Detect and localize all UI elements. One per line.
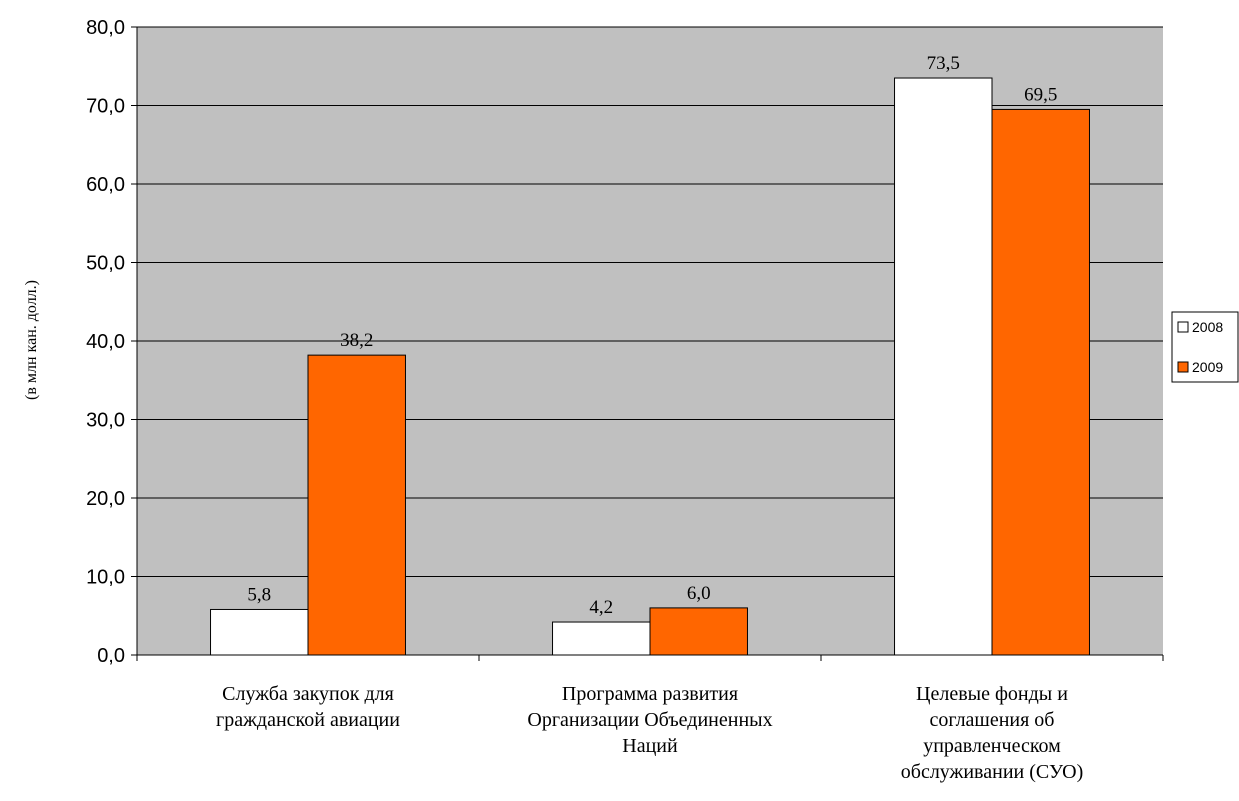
data-labels: 5,8 4,2 73,5 38,2 6,0 69,5 (247, 53, 1057, 618)
legend: 2008 2009 (1171, 311, 1239, 383)
legend-swatch-2008 (1177, 321, 1189, 333)
data-label: 38,2 (340, 330, 373, 351)
bar-2008 (552, 621, 651, 656)
bar-2009 (991, 108, 1090, 656)
y-tick-label: 30,0 (86, 410, 125, 432)
bars (210, 77, 1090, 656)
y-tick-label: 70,0 (86, 96, 125, 118)
data-label: 4,2 (589, 597, 613, 618)
y-tick-label: 40,0 (86, 331, 125, 353)
bar-2009 (649, 607, 748, 656)
data-label: 69,5 (1024, 84, 1057, 105)
y-tick-label: 80,0 (86, 17, 125, 39)
bar-2008 (894, 77, 993, 656)
y-tick-label: 60,0 (86, 174, 125, 196)
y-axis-ticks: 0,0 10,0 20,0 30,0 40,0 50,0 60,0 70,0 80,0 (86, 17, 137, 667)
category-label: управленческом (923, 735, 1061, 757)
legend-swatch-2009 (1177, 361, 1189, 373)
data-label: 6,0 (687, 583, 711, 604)
category-label: обслуживании (СУО) (901, 761, 1083, 783)
category-label: Служба закупок для (222, 683, 394, 705)
legend-label: 2009 (1192, 359, 1223, 375)
bar-2008 (210, 608, 309, 656)
y-tick-label: 50,0 (86, 253, 125, 275)
category-label: соглашения об (930, 709, 1055, 731)
category-label: гражданской авиации (216, 709, 400, 731)
y-tick-label: 20,0 (86, 488, 125, 510)
y-axis-title: (в млн кан. долл.) (23, 280, 40, 400)
category-label: Целевые фонды и (916, 683, 1068, 705)
data-label: 73,5 (927, 53, 960, 74)
x-axis-ticks (136, 655, 1164, 661)
category-labels: Служба закупок для гражданской авиации Про… (216, 683, 1083, 783)
bar-2009 (307, 354, 406, 656)
category-label: Наций (622, 735, 678, 757)
data-label: 5,8 (247, 584, 271, 605)
legend-label: 2008 (1192, 319, 1223, 335)
category-label: Программа развития (562, 683, 738, 705)
y-tick-label: 10,0 (86, 567, 125, 589)
y-tick-label: 0,0 (97, 645, 125, 667)
category-label: Организации Объединенных (527, 709, 772, 731)
